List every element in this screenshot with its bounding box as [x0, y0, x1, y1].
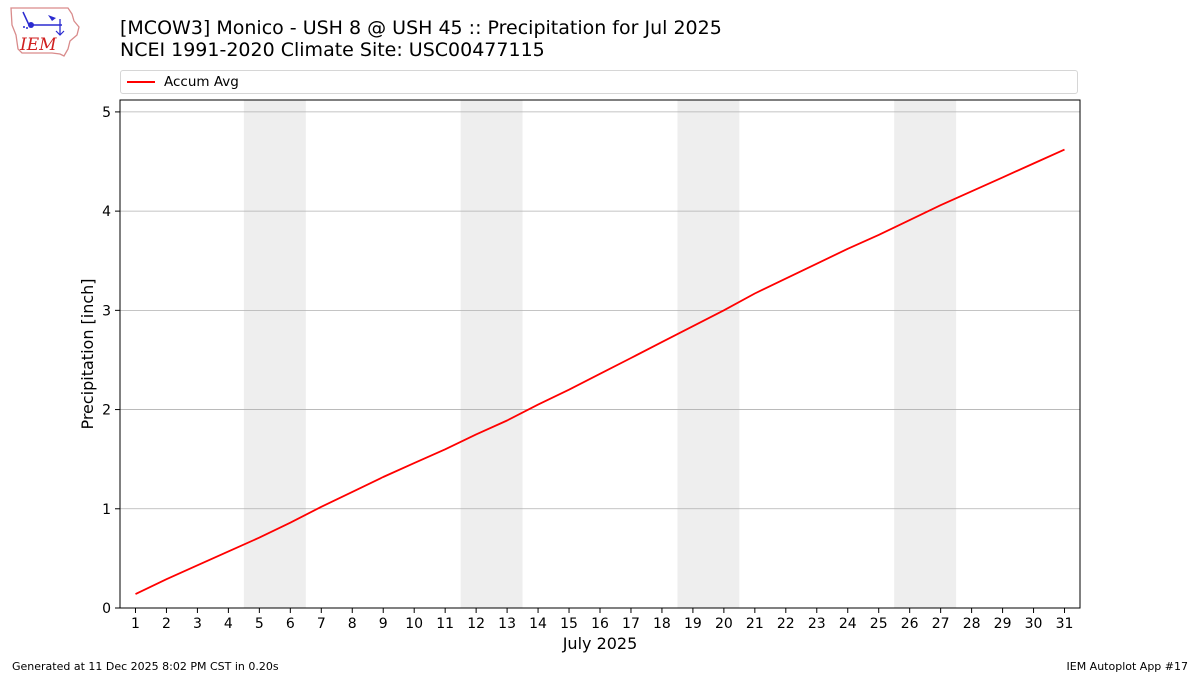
x-tick-label-19: 19 [684, 616, 702, 632]
footer-generated: Generated at 11 Dec 2025 8:02 PM CST in … [12, 660, 279, 673]
y-tick-label-5: 5 [102, 105, 111, 121]
x-tick-label-27: 27 [932, 616, 950, 632]
legend-label-accum-avg: Accum Avg [164, 74, 239, 90]
weekend-band-1 [243, 100, 306, 608]
x-tick-label-12: 12 [467, 616, 485, 632]
weekend-band-3 [677, 100, 740, 608]
x-tick-label-16: 16 [591, 616, 609, 632]
y-axis-label: Precipitation [inch] [78, 278, 97, 429]
x-tick-label-20: 20 [715, 616, 733, 632]
logo-text: IEM [19, 35, 57, 55]
legend-swatch-accum-avg [127, 81, 155, 83]
x-tick-label-21: 21 [746, 616, 764, 632]
x-tick-label-14: 14 [529, 616, 547, 632]
x-tick-label-31: 31 [1056, 616, 1074, 632]
x-tick-label-18: 18 [653, 616, 671, 632]
x-tick-label-2: 2 [162, 616, 171, 632]
x-tick-label-25: 25 [870, 616, 888, 632]
x-tick-label-13: 13 [498, 616, 516, 632]
y-tick-label-0: 0 [102, 601, 111, 617]
y-tick-label-1: 1 [102, 502, 111, 518]
x-tick-label-8: 8 [348, 616, 357, 632]
x-tick-label-1: 1 [131, 616, 140, 632]
chart-title: [MCOW3] Monico - USH 8 @ USH 45 :: Preci… [120, 17, 722, 61]
legend: Accum Avg [120, 70, 1078, 94]
x-tick-label-9: 9 [379, 616, 388, 632]
x-tick-label-28: 28 [963, 616, 981, 632]
x-tick-label-30: 30 [1025, 616, 1043, 632]
x-tick-label-5: 5 [255, 616, 264, 632]
y-tick-label-2: 2 [102, 403, 111, 419]
y-tick-label-4: 4 [102, 204, 111, 220]
x-tick-label-7: 7 [317, 616, 326, 632]
iowa-state-outline-weather-station-icon: IEM [10, 7, 80, 57]
x-tick-label-3: 3 [193, 616, 202, 632]
x-tick-label-29: 29 [994, 616, 1012, 632]
weekend-band-2 [460, 100, 523, 608]
title-line-1: [MCOW3] Monico - USH 8 @ USH 45 :: Preci… [120, 17, 722, 39]
x-tick-label-26: 26 [901, 616, 919, 632]
x-tick-label-22: 22 [777, 616, 795, 632]
y-tick-label-3: 3 [102, 303, 111, 319]
x-tick-label-15: 15 [560, 616, 578, 632]
x-tick-label-4: 4 [224, 616, 233, 632]
iem-logo: IEM [8, 5, 80, 59]
x-axis-label: July 2025 [562, 634, 638, 653]
title-line-2: NCEI 1991-2020 Climate Site: USC00477115 [120, 39, 545, 61]
x-tick-label-23: 23 [808, 616, 826, 632]
series-line-accum-avg [135, 148, 1065, 595]
weekend-band-4 [894, 100, 957, 608]
x-tick-label-11: 11 [436, 616, 454, 632]
x-tick-label-24: 24 [839, 616, 857, 632]
x-tick-label-6: 6 [286, 616, 295, 632]
plot-frame [119, 99, 1081, 609]
x-tick-label-10: 10 [405, 616, 423, 632]
footer-app: IEM Autoplot App #17 [1066, 660, 1189, 673]
x-tick-label-17: 17 [622, 616, 640, 632]
